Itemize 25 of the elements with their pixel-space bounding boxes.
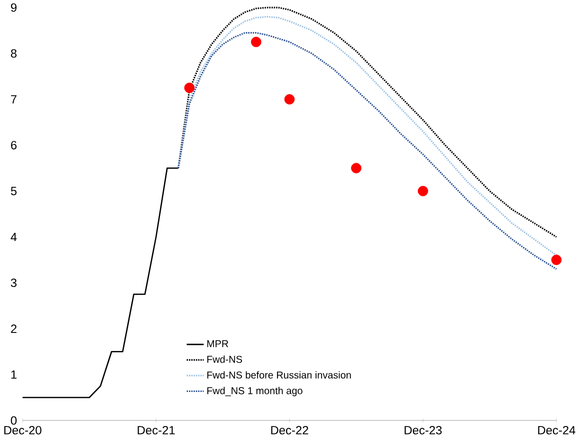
y-tick-label: 8 <box>10 49 17 58</box>
y-tick-label: 3 <box>10 278 17 288</box>
point <box>351 163 362 174</box>
x-tick-label: Dec-21 <box>138 426 175 435</box>
y-tick-label: 5 <box>10 187 17 196</box>
y-tick-label: 6 <box>11 141 17 150</box>
point <box>250 36 262 48</box>
y-tick-label: 4 <box>10 232 17 242</box>
x-tick-label: Dec-20 <box>4 426 42 435</box>
y-tick-label: 7 <box>11 95 16 104</box>
y-tick-label: 0 <box>10 416 17 425</box>
point <box>184 82 195 94</box>
legend-label: MPR <box>207 340 228 348</box>
y-tick-label: 9 <box>10 3 17 12</box>
legend-label: Fwd-NS before Russian invasion <box>207 371 351 379</box>
point <box>418 186 428 196</box>
point <box>284 94 295 105</box>
legend-label: Fwd-NS <box>207 356 242 363</box>
legend-label: Fwd_NS 1 month ago <box>207 387 302 396</box>
x-tick-label: Dec-22 <box>271 426 308 435</box>
x-tick-label: Dec-23 <box>404 426 442 435</box>
point <box>551 254 562 266</box>
x-tick-label: Dec-24 <box>538 426 576 435</box>
y-tick-label: 2 <box>11 324 16 333</box>
y-tick-label: 1 <box>11 370 16 379</box>
